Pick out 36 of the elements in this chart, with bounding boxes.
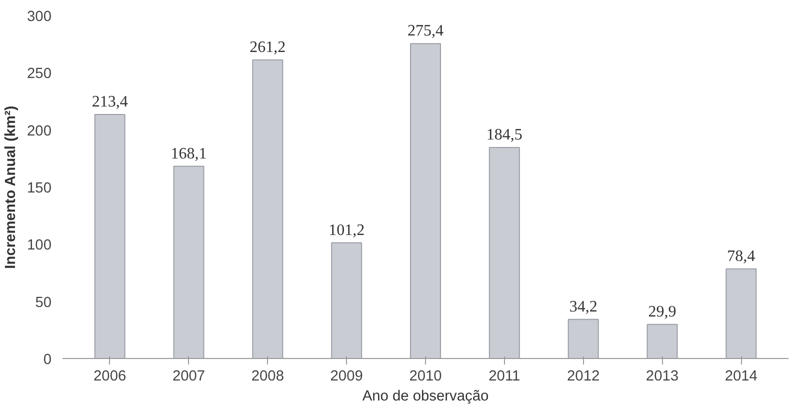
data-label: 78,4 [727, 248, 756, 265]
x-axis-title: Ano de observação [362, 388, 489, 404]
y-tick-label: 300 [27, 9, 52, 25]
y-axis-title: Incremento Anual (km²) [3, 106, 20, 269]
y-tick-label: 200 [27, 123, 52, 140]
y-tick-label: 50 [35, 294, 52, 311]
bar [252, 59, 284, 358]
bar [331, 242, 362, 358]
x-tick-label: 2012 [567, 368, 600, 384]
bar [410, 43, 441, 358]
x-tick-label: 2009 [330, 368, 363, 384]
bar [646, 324, 678, 358]
data-label: 275,4 [408, 22, 444, 40]
y-tick-label: 250 [27, 66, 52, 82]
bar [488, 147, 520, 358]
bar [726, 268, 757, 358]
y-tick-label: 0 [43, 352, 52, 368]
data-label: 184,5 [486, 126, 522, 144]
data-label: 261,2 [250, 38, 286, 56]
x-tick-label: 2007 [172, 368, 206, 384]
x-tick-label: 2008 [251, 368, 284, 384]
bar [568, 318, 599, 358]
y-tick-label: 100 [27, 238, 52, 254]
data-label: 168,1 [170, 145, 207, 162]
x-tick-label: 2011 [488, 368, 520, 384]
x-tick-label: 2006 [94, 368, 126, 384]
data-label: 29,9 [648, 303, 676, 320]
bar [173, 166, 204, 358]
bar [94, 114, 126, 358]
data-label: 34,2 [569, 298, 598, 316]
x-tick-label: 2013 [646, 368, 679, 384]
data-label: 101,2 [328, 222, 365, 239]
data-label: 213,4 [92, 94, 128, 111]
x-tick-label: 2014 [724, 368, 758, 384]
y-tick-label: 150 [27, 180, 52, 196]
x-tick-label: 2010 [409, 368, 442, 384]
